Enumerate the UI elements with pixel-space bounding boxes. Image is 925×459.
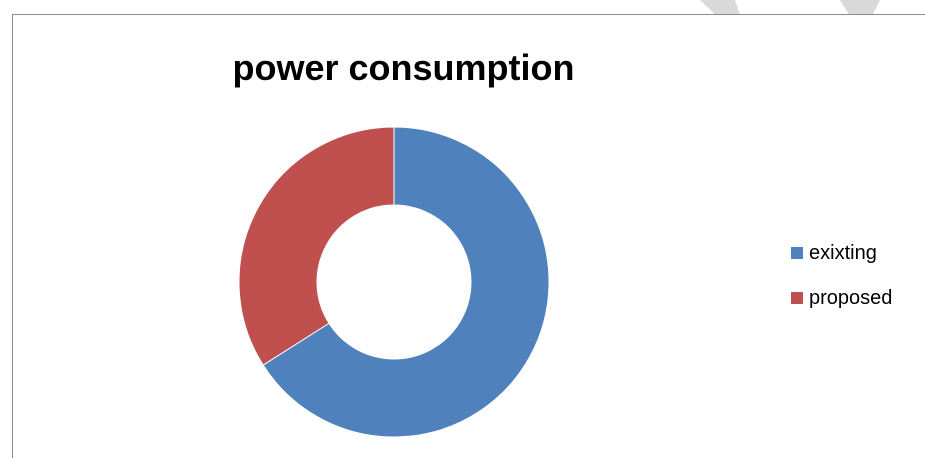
- legend-item-exixting: exixting: [791, 241, 892, 264]
- chart-legend: exixting proposed: [791, 241, 893, 333]
- chart-area: power consumption exixting proposed: [12, 14, 925, 458]
- legend-label-exixting: exixting: [809, 241, 877, 264]
- donut-chart: [238, 126, 550, 438]
- donut-slice-exixting: [262, 126, 550, 438]
- chart-title: power consumption: [232, 47, 575, 88]
- legend-item-proposed: proposed: [791, 286, 893, 309]
- legend-swatch-exixting: [791, 247, 803, 259]
- donut-slice-proposed: [238, 126, 395, 366]
- legend-swatch-proposed: [791, 292, 803, 304]
- legend-label-proposed: proposed: [809, 286, 893, 309]
